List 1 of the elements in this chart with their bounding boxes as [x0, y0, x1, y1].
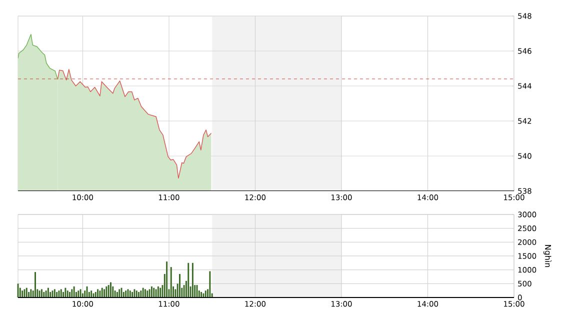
y-axis-title: Nghìn	[543, 245, 552, 268]
